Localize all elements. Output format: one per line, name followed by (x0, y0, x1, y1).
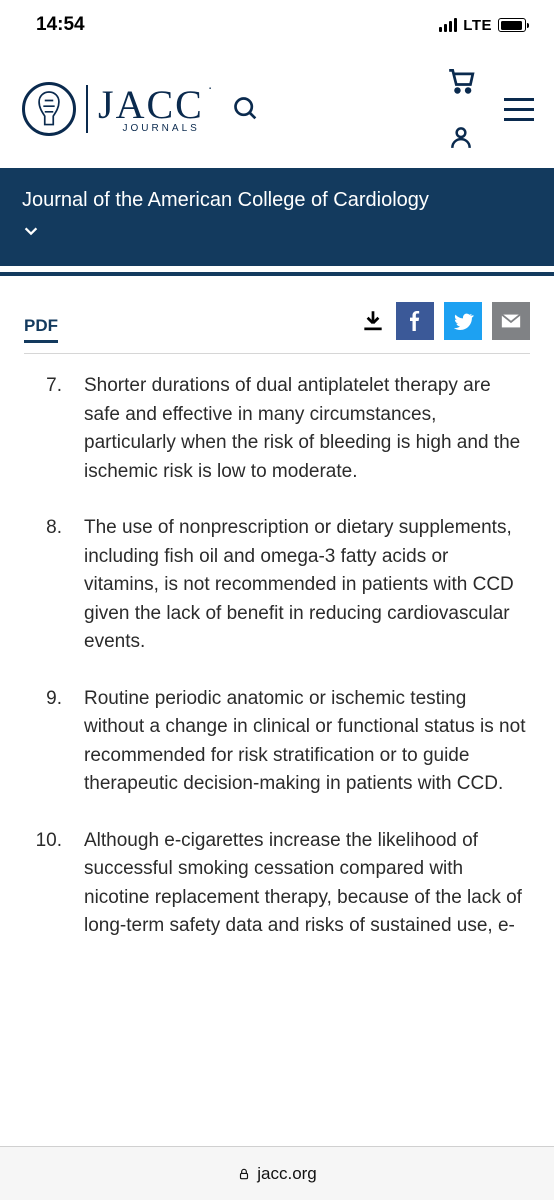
list-item-text: The use of nonprescription or dietary su… (84, 514, 526, 657)
download-button[interactable] (360, 308, 386, 334)
toolbar-actions (360, 302, 530, 340)
download-icon (360, 308, 386, 334)
logo[interactable]: JACC JOURNALS (22, 82, 204, 136)
list-item-number: 10. (28, 827, 62, 941)
logo-text: JACC JOURNALS (98, 85, 204, 134)
twitter-icon (452, 310, 474, 332)
chevron-down-icon (22, 222, 40, 240)
logo-title: JACC (98, 85, 204, 125)
list-item-number: 9. (28, 685, 62, 799)
menu-button[interactable] (504, 98, 534, 121)
facebook-icon (405, 311, 425, 331)
signal-icon (439, 18, 457, 32)
browser-address-bar[interactable]: jacc.org (0, 1146, 554, 1200)
list-item-text: Shorter durations of dual antiplatelet t… (84, 372, 526, 486)
person-icon (448, 124, 474, 150)
lock-icon (237, 1167, 251, 1181)
site-header: JACC JOURNALS (0, 50, 554, 168)
status-time: 14:54 (36, 14, 85, 36)
cart-icon (446, 68, 476, 94)
list-item: 7. Shorter durations of dual antiplatele… (28, 372, 526, 486)
content-fade (0, 1116, 554, 1146)
logo-divider (86, 85, 88, 133)
list-item: 10. Although e-cigarettes increase the l… (28, 827, 526, 941)
status-bar: 14:54 LTE (0, 0, 554, 50)
header-actions (446, 68, 534, 150)
cart-button[interactable] (446, 68, 476, 94)
battery-icon (498, 18, 526, 32)
search-button[interactable] (232, 95, 260, 123)
network-label: LTE (463, 17, 492, 34)
list-item: 9. Routine periodic anatomic or ischemic… (28, 685, 526, 799)
share-facebook-button[interactable] (396, 302, 434, 340)
share-email-button[interactable] (492, 302, 530, 340)
list-item-text: Routine periodic anatomic or ischemic te… (84, 685, 526, 799)
search-icon (232, 95, 260, 123)
list-item-number: 8. (28, 514, 62, 657)
address-domain: jacc.org (257, 1164, 317, 1184)
logo-emblem-icon (22, 82, 76, 136)
account-button[interactable] (448, 124, 474, 150)
email-icon (500, 310, 522, 332)
share-twitter-button[interactable] (444, 302, 482, 340)
pdf-tab[interactable]: PDF (24, 316, 58, 343)
list-item-text: Although e-cigarettes increase the likel… (84, 827, 526, 941)
article-content: 7. Shorter durations of dual antiplatele… (0, 354, 554, 941)
hamburger-icon (504, 98, 534, 101)
journal-title: Journal of the American College of Cardi… (22, 186, 532, 214)
list-item-number: 7. (28, 372, 62, 486)
status-right: LTE (439, 17, 526, 34)
article-toolbar: PDF (0, 276, 554, 353)
list-item: 8. The use of nonprescription or dietary… (28, 514, 526, 657)
journal-banner[interactable]: Journal of the American College of Cardi… (0, 168, 554, 266)
